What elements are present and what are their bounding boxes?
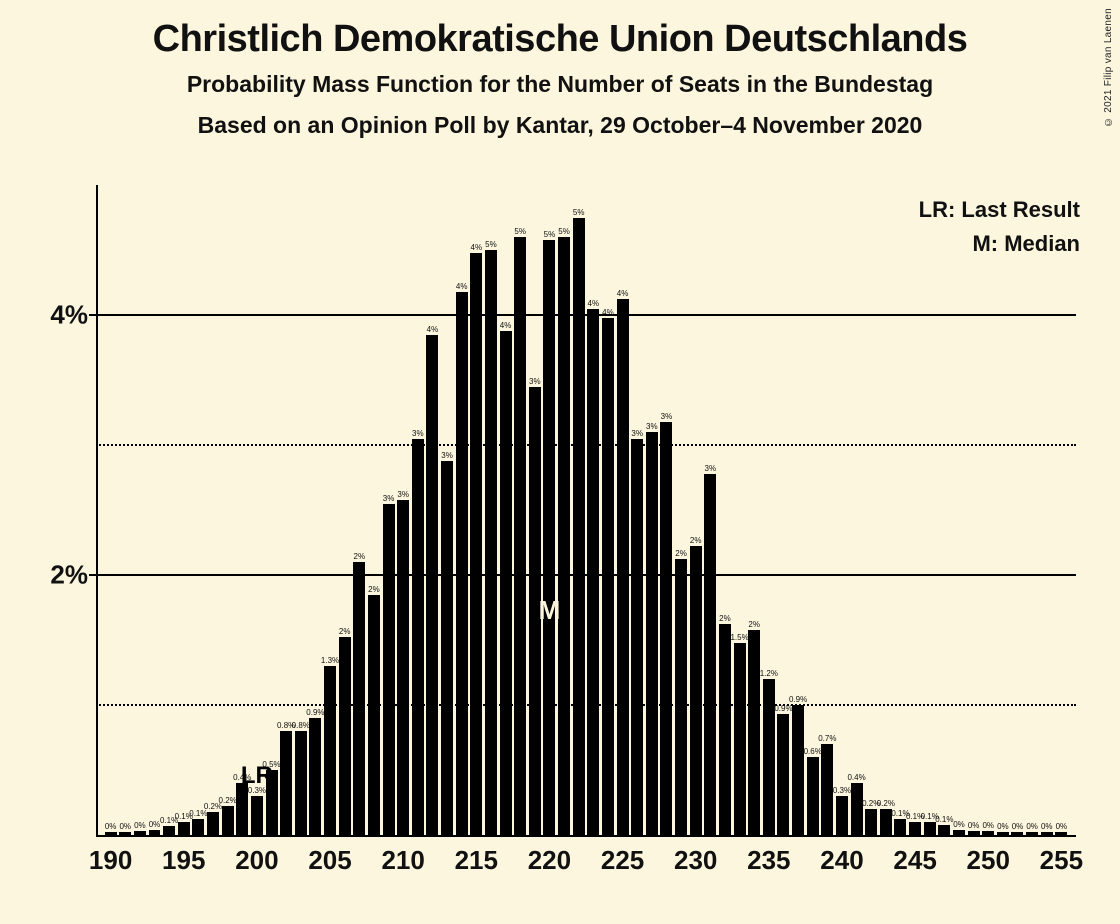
x-tick-label: 220: [528, 845, 571, 876]
y-tick-mark: [89, 574, 97, 576]
bar: [660, 422, 672, 835]
bar: [543, 240, 555, 835]
bar: [836, 796, 848, 835]
bar: [222, 806, 234, 835]
bar-value-label: 0.2%: [866, 799, 906, 808]
bar: [426, 335, 438, 836]
y-axis: [96, 185, 98, 835]
x-axis: [96, 835, 1076, 837]
bar-value-label: 2%: [339, 552, 379, 561]
x-tick-label: 215: [455, 845, 498, 876]
bar-value-label: 4%: [412, 325, 452, 334]
bar: [807, 757, 819, 835]
x-tick-label: 225: [601, 845, 644, 876]
bar: [558, 237, 570, 835]
x-tick-label: 200: [235, 845, 278, 876]
chart-area: LR: Last Result M: Median 0%0%0%0%0.1%0.…: [30, 185, 1090, 885]
bar: [295, 731, 307, 835]
bar: [748, 630, 760, 835]
bar: [631, 439, 643, 836]
bar: [500, 331, 512, 835]
bar: [412, 439, 424, 836]
x-tick-label: 235: [747, 845, 790, 876]
bar-value-label: 5%: [559, 208, 599, 217]
bar: [456, 292, 468, 835]
bar: [353, 562, 365, 835]
bar: [280, 731, 292, 835]
bar: [309, 718, 321, 835]
bar-value-label: 3%: [646, 412, 686, 421]
y-tick-label: 2%: [30, 560, 88, 591]
bar-value-label: 0%: [1041, 822, 1081, 831]
bar: [324, 666, 336, 835]
bar: [587, 309, 599, 836]
bar: [909, 822, 921, 835]
bar: [675, 559, 687, 835]
x-tick-label: 190: [89, 845, 132, 876]
chart-subtitle-2: Based on an Opinion Poll by Kantar, 29 O…: [0, 112, 1120, 139]
bar-value-label: 0.4%: [837, 773, 877, 782]
bar: [792, 705, 804, 835]
x-tick-label: 240: [820, 845, 863, 876]
bar: [207, 812, 219, 835]
bar: [777, 714, 789, 835]
bar: [719, 624, 731, 835]
y-tick-label: 4%: [30, 300, 88, 331]
copyright-text: © 2021 Filip van Laenen: [1103, 8, 1114, 127]
x-tick-label: 255: [1040, 845, 1083, 876]
bar: [690, 546, 702, 835]
bar-value-label: 0.7%: [807, 734, 847, 743]
bar: [192, 819, 204, 835]
bar-value-label: 3%: [690, 464, 730, 473]
bar: [763, 679, 775, 835]
bar: [894, 819, 906, 835]
median-marker: M: [539, 595, 561, 626]
bar: [251, 796, 263, 835]
bar: [470, 253, 482, 835]
bar-value-label: 1.2%: [749, 669, 789, 678]
bar: [573, 218, 585, 836]
bar-value-label: 4%: [603, 289, 643, 298]
bar-value-label: 0.9%: [778, 695, 818, 704]
bar: [441, 461, 453, 835]
bar: [339, 637, 351, 835]
bar: [704, 474, 716, 835]
bar: [734, 643, 746, 835]
bar: [924, 822, 936, 835]
titles-block: Christlich Demokratische Union Deutschla…: [0, 0, 1120, 139]
x-tick-label: 245: [893, 845, 936, 876]
bar: [851, 783, 863, 835]
lr-marker: LR: [241, 762, 273, 790]
bar: [383, 504, 395, 836]
bar: [865, 809, 877, 835]
bar: [646, 432, 658, 835]
bar: [178, 822, 190, 835]
bar-value-label: 5%: [471, 240, 511, 249]
bar-value-label: 4%: [573, 299, 613, 308]
x-tick-label: 250: [967, 845, 1010, 876]
x-labels: 1901952002052102152202252302352402452502…: [96, 845, 1076, 885]
y-tick-mark: [89, 314, 97, 316]
chart-title: Christlich Demokratische Union Deutschla…: [0, 18, 1120, 61]
x-tick-label: 210: [381, 845, 424, 876]
x-tick-label: 230: [674, 845, 717, 876]
bar: [397, 500, 409, 835]
bar: [514, 237, 526, 835]
bar: [485, 250, 497, 835]
bar: [602, 318, 614, 835]
bar: [617, 299, 629, 835]
chart-subtitle-1: Probability Mass Function for the Number…: [0, 71, 1120, 98]
bar: [368, 595, 380, 836]
bar-value-label: 2%: [734, 620, 774, 629]
bar: [163, 826, 175, 835]
x-tick-label: 195: [162, 845, 205, 876]
bars-host: 0%0%0%0%0.1%0.1%0.1%0.2%0.2%0.4%0.3%0.5%…: [96, 185, 1076, 835]
x-tick-label: 205: [308, 845, 351, 876]
